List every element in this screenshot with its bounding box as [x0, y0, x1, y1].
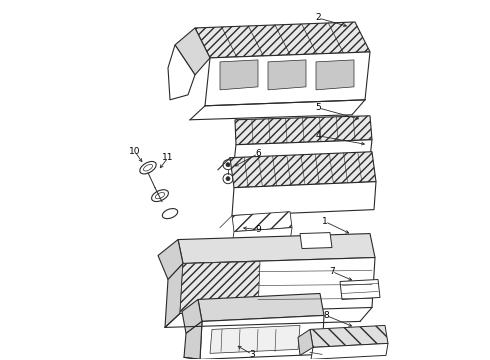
Polygon shape [198, 293, 324, 321]
Text: 11: 11 [162, 153, 174, 162]
Polygon shape [232, 182, 376, 216]
Polygon shape [316, 60, 354, 90]
Polygon shape [205, 52, 370, 106]
Circle shape [226, 163, 230, 167]
Polygon shape [168, 45, 195, 100]
Polygon shape [311, 343, 388, 359]
Text: 8: 8 [323, 311, 329, 320]
Polygon shape [235, 116, 372, 145]
Ellipse shape [155, 193, 165, 199]
Polygon shape [180, 261, 260, 314]
Text: 4: 4 [315, 131, 321, 140]
Polygon shape [158, 239, 183, 279]
Polygon shape [268, 60, 306, 90]
Ellipse shape [162, 208, 178, 219]
Polygon shape [178, 234, 375, 264]
Polygon shape [182, 300, 202, 333]
Polygon shape [200, 315, 324, 359]
Text: 3: 3 [249, 350, 255, 359]
Polygon shape [340, 279, 380, 300]
Polygon shape [232, 212, 292, 231]
Text: 2: 2 [315, 13, 321, 22]
Ellipse shape [144, 165, 152, 171]
Polygon shape [210, 325, 300, 354]
Polygon shape [234, 140, 372, 163]
Polygon shape [175, 28, 210, 75]
Polygon shape [220, 60, 258, 90]
Polygon shape [300, 233, 332, 248]
Polygon shape [165, 264, 183, 327]
Text: 5: 5 [315, 103, 321, 112]
Text: 10: 10 [129, 147, 141, 156]
Polygon shape [230, 152, 376, 188]
Polygon shape [298, 329, 313, 355]
Ellipse shape [151, 190, 169, 202]
Polygon shape [180, 257, 375, 314]
Ellipse shape [140, 162, 156, 174]
Text: 7: 7 [329, 267, 335, 276]
Text: 1: 1 [322, 217, 328, 226]
Text: 9: 9 [255, 225, 261, 234]
Text: 6: 6 [255, 149, 261, 158]
Polygon shape [310, 325, 388, 347]
Polygon shape [195, 22, 370, 58]
Polygon shape [184, 321, 202, 359]
Polygon shape [232, 228, 292, 246]
Circle shape [226, 177, 230, 181]
